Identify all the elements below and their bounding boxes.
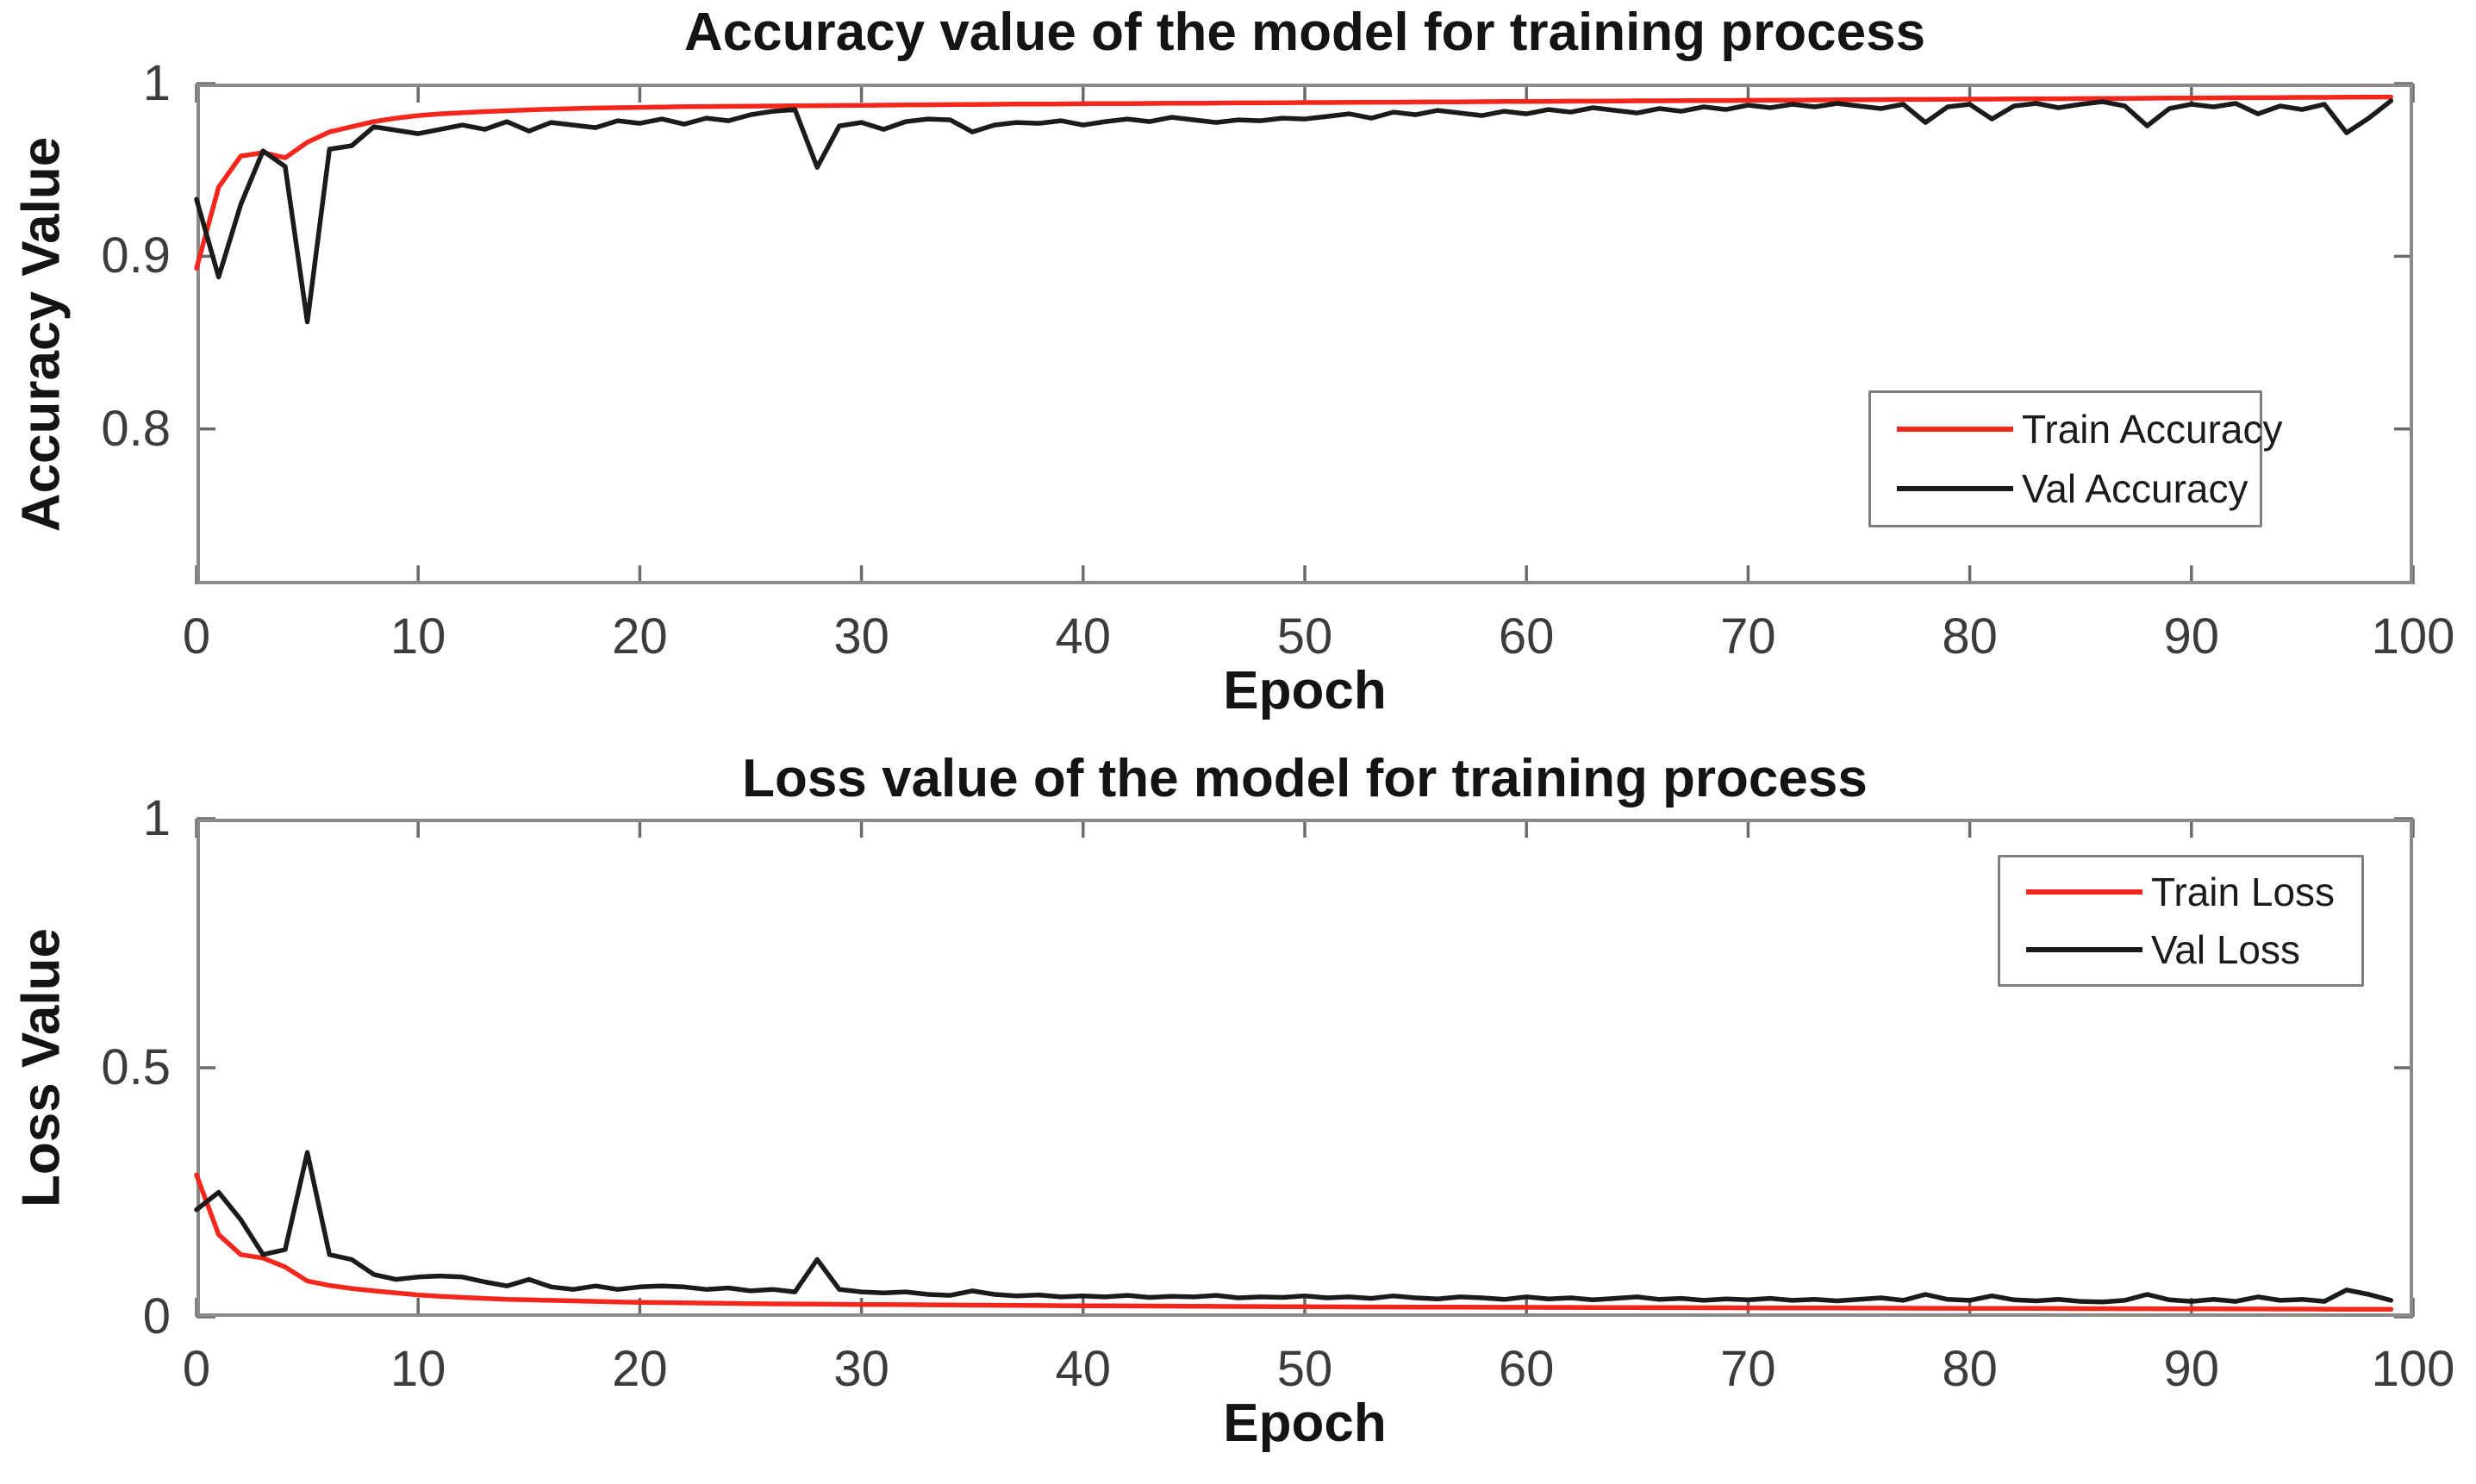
val-loss-legend-label: Val Loss xyxy=(2151,927,2301,972)
legend-entry-train-loss: Train Loss xyxy=(2000,869,2361,915)
train-accuracy-line-icon xyxy=(1897,427,2013,432)
x-tick-label: 40 xyxy=(1055,608,1112,664)
x-tick-label: 80 xyxy=(1942,1341,1998,1397)
x-tick-label: 40 xyxy=(1055,1341,1112,1397)
loss-chart-title: Loss value of the model for training pro… xyxy=(742,749,1868,808)
x-tick-label: 70 xyxy=(1720,608,1776,664)
accuracy-legend: Train Accuracy Val Accuracy xyxy=(1868,390,2283,527)
x-tick-label: 20 xyxy=(612,1341,668,1397)
y-tick-label: 0.8 xyxy=(101,400,171,457)
x-tick-label: 0 xyxy=(182,608,211,664)
loss-legend: Train Loss Val Loss xyxy=(1998,855,2364,987)
loss-x-axis-label: Epoch xyxy=(1223,1394,1387,1453)
x-tick-label: 30 xyxy=(833,1341,889,1397)
x-tick-label: 50 xyxy=(1276,1341,1333,1397)
legend-entry-train-accuracy: Train Accuracy xyxy=(1871,406,2283,452)
x-tick-label: 20 xyxy=(612,608,668,664)
accuracy-plot-canvas xyxy=(194,82,2415,584)
accuracy-x-axis-label: Epoch xyxy=(1223,661,1387,720)
y-tick-label: 0.5 xyxy=(101,1039,171,1095)
x-tick-label: 10 xyxy=(390,1341,446,1397)
accuracy-chart-title: Accuracy value of the model for training… xyxy=(683,3,1926,62)
x-tick-label: 60 xyxy=(1498,1341,1555,1397)
train-loss-legend-label: Train Loss xyxy=(2151,870,2336,914)
y-tick-label: 0.9 xyxy=(101,228,171,284)
x-tick-label: 30 xyxy=(833,608,889,664)
x-tick-label: 0 xyxy=(182,1341,211,1397)
y-tick-label: 1 xyxy=(142,790,171,846)
x-tick-label: 50 xyxy=(1276,608,1333,664)
x-tick-label: 80 xyxy=(1942,608,1998,664)
val-accuracy-legend-label: Val Accuracy xyxy=(2022,466,2248,511)
train-loss-line-icon xyxy=(2026,889,2142,895)
x-tick-label: 70 xyxy=(1720,1341,1776,1397)
y-tick-label: 1 xyxy=(142,55,171,111)
accuracy-plot-area: Train Accuracy Val Accuracy 0 10 20 30 40 50 6… xyxy=(101,55,2454,664)
x-tick-label: 60 xyxy=(1498,608,1555,664)
loss-plot-area: Train Loss Val Loss 0 10 20 30 40 50 60 70 80 90 1… xyxy=(101,790,2454,1397)
x-tick-label: 10 xyxy=(390,608,446,664)
loss-chart: Loss value of the model for training pro… xyxy=(0,741,2476,1484)
accuracy-y-axis-label: Accuracy Value xyxy=(11,136,72,533)
train-accuracy-legend-label: Train Accuracy xyxy=(2022,407,2283,452)
x-tick-label: 90 xyxy=(2163,608,2220,664)
loss-plot-canvas xyxy=(194,817,2415,1319)
x-tick-label: 100 xyxy=(2371,608,2455,664)
legend-entry-val-loss: Val Loss xyxy=(2000,926,2361,973)
accuracy-chart: Accuracy value of the model for training… xyxy=(0,0,2476,741)
val-accuracy-line-icon xyxy=(1897,486,2013,491)
x-tick-label: 90 xyxy=(2163,1341,2220,1397)
legend-entry-val-accuracy: Val Accuracy xyxy=(1871,465,2260,512)
y-tick-label: 0 xyxy=(142,1288,171,1344)
x-tick-label: 100 xyxy=(2371,1341,2455,1397)
val-loss-line-icon xyxy=(2026,947,2142,952)
